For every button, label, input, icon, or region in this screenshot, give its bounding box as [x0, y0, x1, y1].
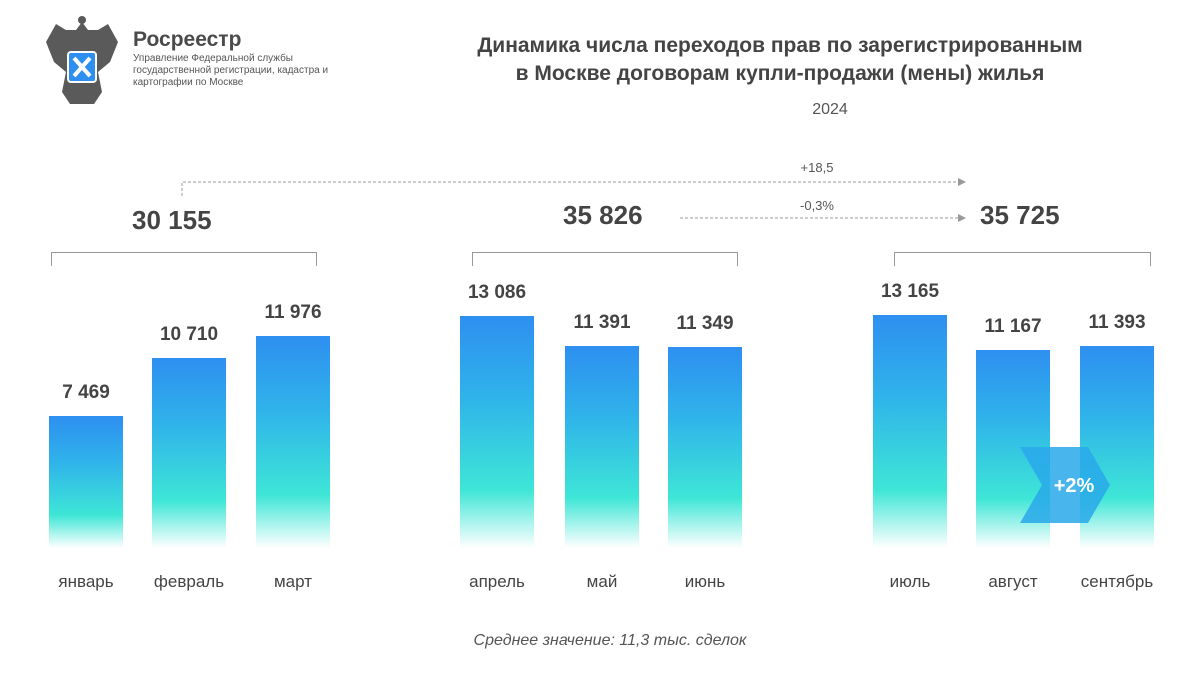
chart-year: 2024: [812, 101, 848, 118]
growth-chevron-icon: [1020, 447, 1110, 523]
logo-subtitle: Управление Федеральной службы государств…: [133, 53, 329, 88]
change-label-q2-q3: -0,3%: [800, 198, 834, 213]
category-label: сентябрь: [1080, 572, 1154, 591]
bar-июль: [873, 315, 947, 548]
group-total-q1: 30 155: [132, 205, 212, 235]
growth-label: +2%: [1053, 475, 1095, 497]
bar-value-label: 13 165: [880, 281, 940, 302]
change-label-q1-q3: +18,5: [800, 160, 834, 175]
category-label: апрель: [469, 572, 525, 591]
bar-value-label: 11 349: [676, 313, 734, 335]
logo-title: Росреестр: [133, 28, 242, 51]
title-line-2: в Москве договорам купли-продажи (мены) …: [515, 62, 1045, 85]
category-label: июль: [889, 572, 931, 591]
bar-январь: [49, 415, 123, 548]
bar-value-label: 10 710: [159, 324, 219, 346]
category-label: август: [988, 572, 1038, 591]
category-label: июнь: [684, 572, 726, 591]
bar-value-label: 11 391: [573, 312, 631, 334]
group-total-q2: 35 826: [563, 200, 643, 230]
bar-февраль: [152, 358, 226, 548]
group-total-q3: 35 725: [980, 200, 1060, 230]
category-label: март: [273, 572, 312, 591]
arrow-head-q2-q3: [958, 214, 966, 222]
bar-май: [565, 346, 639, 548]
arrow-q1-q3: [181, 181, 958, 196]
category-label: февраль: [153, 572, 225, 591]
bar-value-label: 11 167: [984, 316, 1042, 338]
group-bracket-q2: [472, 252, 738, 266]
category-label: январь: [58, 572, 114, 591]
bar-value-label: 13 086: [467, 282, 527, 304]
bar-value-label: 11 393: [1088, 312, 1146, 334]
chart-title: Динамика числа переходов прав по зарегис…: [380, 32, 1180, 88]
rosreestr-emblem-icon: [38, 14, 126, 108]
title-line-1: Динамика числа переходов прав по зарегис…: [477, 34, 1083, 57]
bar-value-label: 11 976: [264, 302, 322, 324]
group-bracket-q1: [51, 252, 317, 266]
average-note: Среднее значение: 11,3 тыс. сделок: [473, 632, 747, 649]
arrow-head-q1-q3: [958, 178, 966, 186]
bar-апрель: [460, 316, 534, 548]
category-label: май: [586, 572, 618, 591]
group-bracket-q3: [894, 252, 1151, 266]
bar-июнь: [668, 347, 742, 548]
bar-март: [256, 336, 330, 548]
bar-value-label: 7 469: [62, 381, 110, 403]
